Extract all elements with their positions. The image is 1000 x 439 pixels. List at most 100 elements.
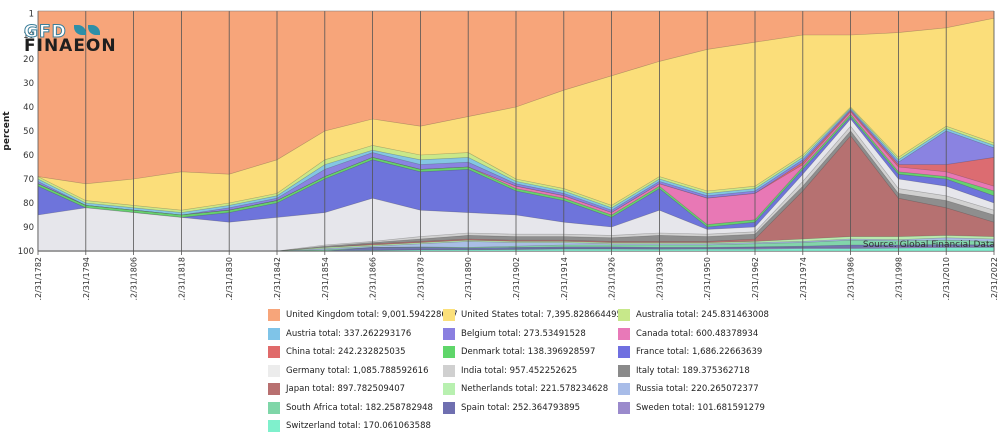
legend-swatch — [618, 364, 630, 377]
legend-item-spain[interactable]: Spain total: 252.364793895 — [443, 401, 581, 414]
leaf-icon — [88, 25, 100, 35]
legend-label: Japan total: 897.782509407 — [286, 384, 406, 394]
y-tick-label: 1 — [29, 9, 34, 19]
legend-item-austria[interactable]: Austria total: 337.262293176 — [268, 327, 412, 340]
y-tick-label: 50 — [23, 127, 34, 137]
x-tick-label: 12/31/1998 — [894, 257, 903, 300]
x-tick-label: 12/31/1854 — [321, 257, 330, 300]
legend-item-sweden[interactable]: Sweden total: 101.681591279 — [618, 401, 765, 414]
legend-swatch — [618, 401, 630, 414]
legend-item-russia[interactable]: Russia total: 220.265072377 — [618, 383, 759, 395]
legend-label: Germany total: 1,085.788592616 — [286, 365, 429, 376]
legend-swatch — [443, 364, 455, 377]
legend-swatch — [268, 364, 280, 377]
y-axis: 1 10 20 30 40 50 60 70 80 90 100 — [18, 9, 34, 257]
logo-gfd-text: GFD — [24, 22, 67, 43]
legend-item-united-states[interactable]: United States total: 7,395.828664495 — [443, 309, 622, 321]
y-tick-label: 70 — [23, 175, 34, 185]
x-tick-label: 12/31/1818 — [177, 257, 186, 300]
y-tick-label: 90 — [23, 223, 34, 233]
y-axis-label: percent — [2, 111, 12, 151]
legend-label: Australia total: 245.831463008 — [636, 310, 769, 320]
legend-item-denmark[interactable]: Denmark total: 138.396928597 — [443, 346, 595, 358]
legend-swatch — [443, 401, 455, 414]
legend-swatch — [268, 420, 280, 432]
x-tick-label: 12/31/1794 — [82, 257, 91, 300]
y-tick-label: 40 — [23, 103, 34, 113]
y-tick-label: 60 — [23, 151, 34, 161]
x-tick-label: 12/31/1962 — [751, 257, 760, 300]
legend-label: Belgium total: 273.53491528 — [461, 328, 586, 339]
legend-label: Canada total: 600.48378934 — [636, 328, 759, 339]
legend-label: France total: 1,686.22663639 — [636, 347, 763, 357]
x-tick-label: 12/31/1974 — [799, 257, 808, 300]
x-tick-label: 12/31/1950 — [703, 257, 712, 300]
legend-label: United States total: 7,395.828664495 — [461, 310, 622, 320]
legend-label: Denmark total: 138.396928597 — [461, 347, 596, 357]
legend-label: Austria total: 337.262293176 — [286, 328, 412, 339]
x-tick-label: 12/31/1890 — [464, 257, 473, 300]
legend-label: South Africa total: 182.258782948 — [286, 402, 433, 413]
x-axis: 12/31/1782 12/31/1794 12/31/1806 12/31/1818… — [34, 251, 999, 300]
y-tick-label: 80 — [23, 199, 34, 209]
legend-swatch — [268, 401, 280, 414]
legend-swatch — [268, 327, 280, 340]
x-tick-label: 12/31/1986 — [847, 257, 856, 300]
x-tick-label: 12/31/1830 — [225, 257, 234, 300]
vertical-gridlines — [37, 10, 995, 251]
legend-label: Italy total: 189.375362718 — [636, 365, 750, 376]
legend-swatch — [618, 309, 630, 321]
legend-swatch — [443, 309, 455, 321]
legend-swatch — [268, 383, 280, 395]
legend-item-india[interactable]: India total: 957.452252625 — [443, 364, 578, 377]
legend-item-switzerland[interactable]: Switzerland total: 170.061063588 — [268, 420, 431, 432]
x-tick-label: 12/31/1782 — [34, 257, 43, 300]
x-tick-label: 12/31/1938 — [655, 257, 664, 300]
legend-item-germany[interactable]: Germany total: 1,085.788592616 — [268, 364, 429, 377]
y-tick-label: 10 — [23, 31, 34, 41]
legend-swatch — [443, 383, 455, 395]
gfd-finaeon-logo: GFD FINAEON — [24, 22, 134, 62]
legend-item-canada[interactable]: Canada total: 600.48378934 — [618, 327, 759, 340]
legend-swatch — [443, 346, 455, 358]
legend-item-south-africa[interactable]: South Africa total: 182.258782948 — [268, 401, 433, 414]
legend-item-united-kingdom[interactable]: United Kingdom total: 9,001.594228667 — [268, 309, 458, 321]
legend-item-france[interactable]: France total: 1,686.22663639 — [618, 346, 762, 358]
legend-swatch — [618, 346, 630, 358]
legend-swatch — [268, 346, 280, 358]
logo-finaeon-text: FINAEON — [24, 36, 117, 56]
y-tick-label: 100 — [18, 247, 34, 257]
leaf-icon — [74, 25, 86, 35]
legend-item-belgium[interactable]: Belgium total: 273.53491528 — [443, 327, 586, 340]
legend-swatch — [618, 327, 630, 340]
legend-swatch — [268, 309, 280, 321]
legend-item-australia[interactable]: Australia total: 245.831463008 — [618, 309, 769, 321]
x-tick-label: 12/31/2022 — [990, 257, 999, 300]
x-tick-label: 12/31/1902 — [512, 257, 521, 300]
legend-label: India total: 957.452252625 — [461, 365, 578, 376]
x-tick-label: 12/31/1926 — [608, 257, 617, 300]
x-tick-label: 12/31/2010 — [942, 257, 951, 300]
legend-label: China total: 242.232825035 — [286, 347, 406, 357]
y-tick-label: 20 — [23, 55, 34, 65]
legend-label: United Kingdom total: 9,001.594228667 — [286, 310, 458, 320]
legend-label: Netherlands total: 221.578234628 — [461, 384, 609, 394]
legend-item-japan[interactable]: Japan total: 897.782509407 — [268, 383, 405, 395]
source-note: Source: Global Financial Data — [863, 240, 995, 250]
legend-label: Switzerland total: 170.061063588 — [286, 421, 431, 431]
x-tick-label: 12/31/1914 — [560, 257, 569, 300]
legend-item-netherlands[interactable]: Netherlands total: 221.578234628 — [443, 383, 608, 395]
legend-label: Sweden total: 101.681591279 — [636, 402, 765, 413]
y-tick-label: 30 — [23, 79, 34, 89]
legend-label: Spain total: 252.364793895 — [461, 402, 581, 413]
legend-item-italy[interactable]: Italy total: 189.375362718 — [618, 364, 750, 377]
x-tick-label: 12/31/1842 — [273, 257, 282, 300]
x-tick-label: 12/31/1866 — [369, 257, 378, 300]
legend-swatch — [443, 327, 455, 340]
x-tick-label: 12/31/1806 — [130, 257, 139, 300]
legend-swatch — [618, 383, 630, 395]
legend-item-china[interactable]: China total: 242.232825035 — [268, 346, 406, 358]
x-tick-label: 12/31/1878 — [416, 257, 425, 300]
legend-label: Russia total: 220.265072377 — [636, 384, 759, 394]
